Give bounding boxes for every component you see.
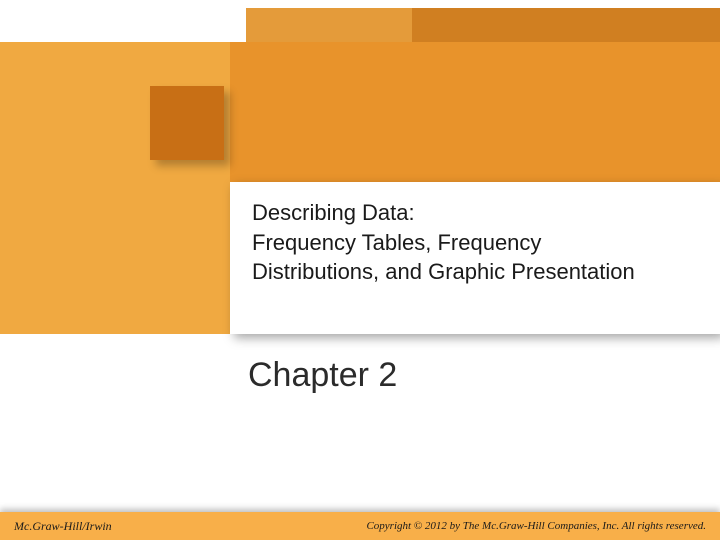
chapter-heading: Chapter 2: [248, 356, 397, 395]
title-line-1: Describing Data:: [252, 198, 698, 228]
copyright-text: Copyright © 2012 by The Mc.Graw-Hill Com…: [366, 520, 706, 532]
title-box: Describing Data: Frequency Tables, Frequ…: [230, 182, 720, 334]
accent-square: [150, 86, 224, 160]
slide: Describing Data: Frequency Tables, Frequ…: [0, 0, 720, 540]
title-line-3: Distributions, and Graphic Presentation: [252, 257, 698, 287]
accent-bar-right: [412, 8, 720, 42]
title-line-2: Frequency Tables, Frequency: [252, 228, 698, 258]
background-block-dark: [230, 42, 720, 182]
footer-bar: Mc.Graw-Hill/Irwin Copyright © 2012 by T…: [0, 512, 720, 540]
publisher-text: Mc.Graw-Hill/Irwin: [14, 519, 112, 534]
accent-bar-left: [246, 8, 412, 42]
